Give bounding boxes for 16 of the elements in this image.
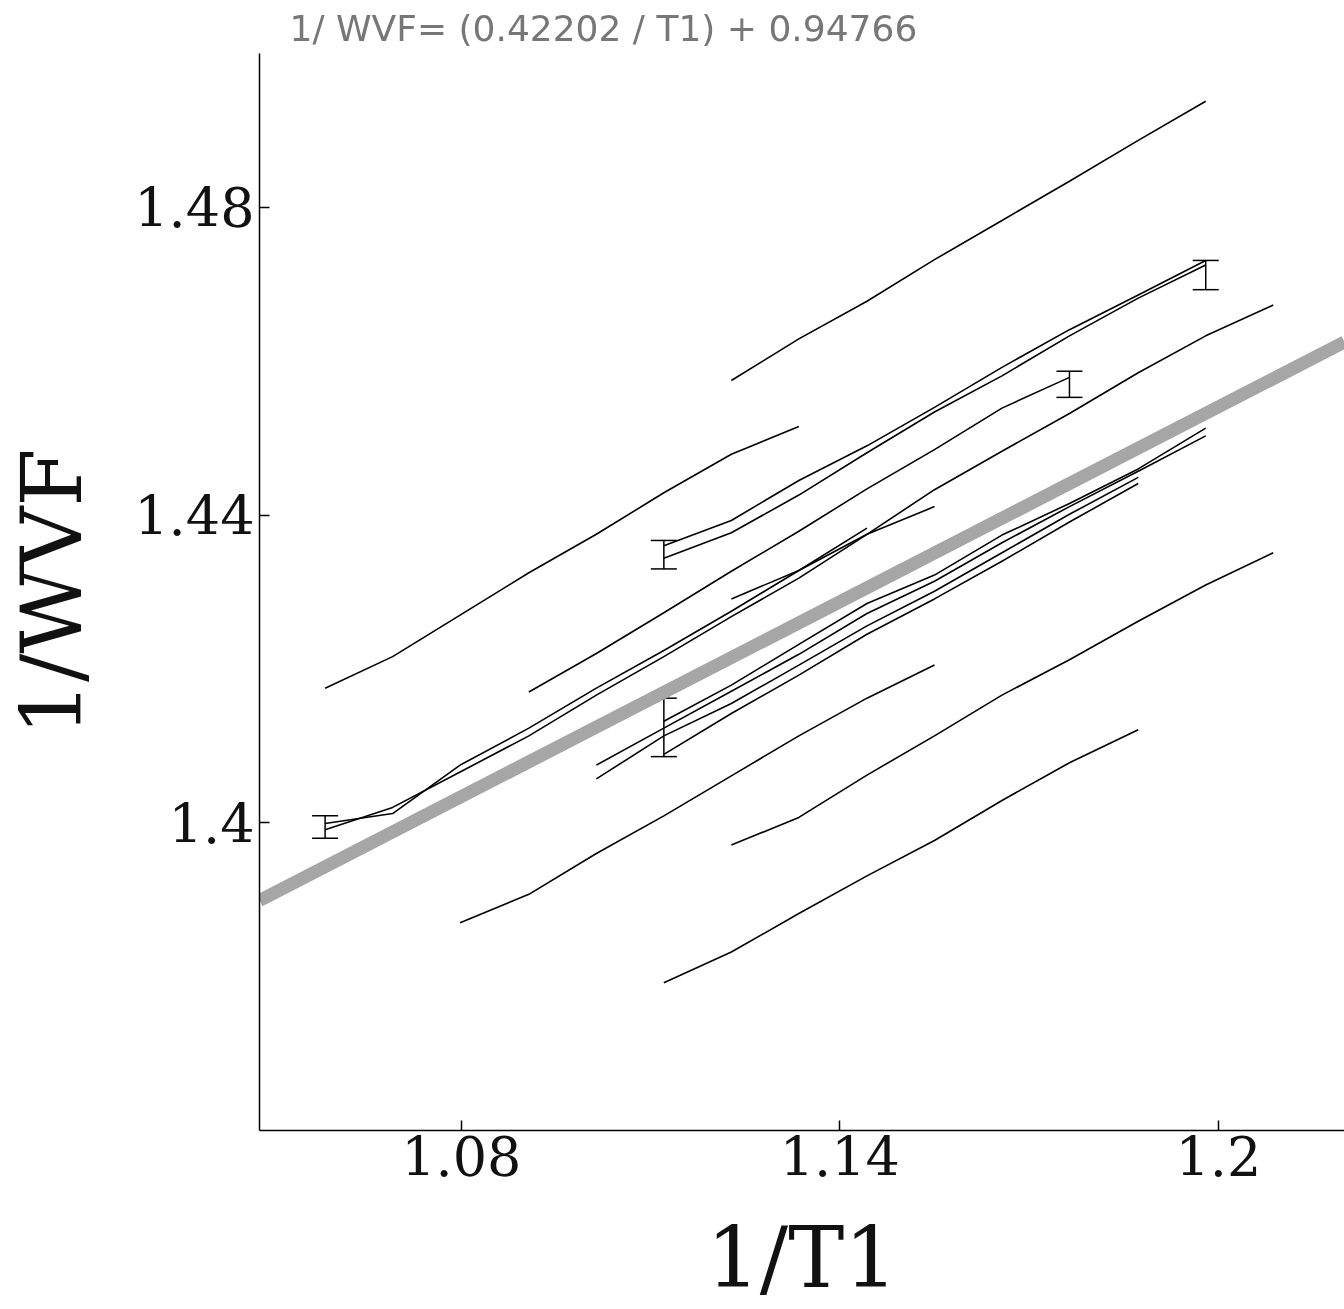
x-tick-label: 1.14 xyxy=(779,1125,900,1189)
line-series xyxy=(730,100,1207,382)
line-series xyxy=(324,425,800,689)
line-series xyxy=(595,476,1140,780)
line-series xyxy=(528,376,1071,693)
y-tick-label: 1.44 xyxy=(134,485,255,549)
x-axis-title: 1/T1 xyxy=(706,1208,898,1307)
line-series xyxy=(459,664,936,924)
line-series xyxy=(663,728,1140,984)
chart-title: 1/ WVF= (0.42202 / T1) + 0.94766 xyxy=(289,7,918,49)
y-tick-label: 1.48 xyxy=(134,177,255,241)
y-axis-title: 1/WVF xyxy=(3,448,102,736)
x-tick-label: 1.08 xyxy=(401,1125,522,1189)
x-tick-label: 1.2 xyxy=(1175,1125,1262,1189)
line-series xyxy=(730,551,1275,846)
y-tick-label: 1.4 xyxy=(168,792,255,856)
